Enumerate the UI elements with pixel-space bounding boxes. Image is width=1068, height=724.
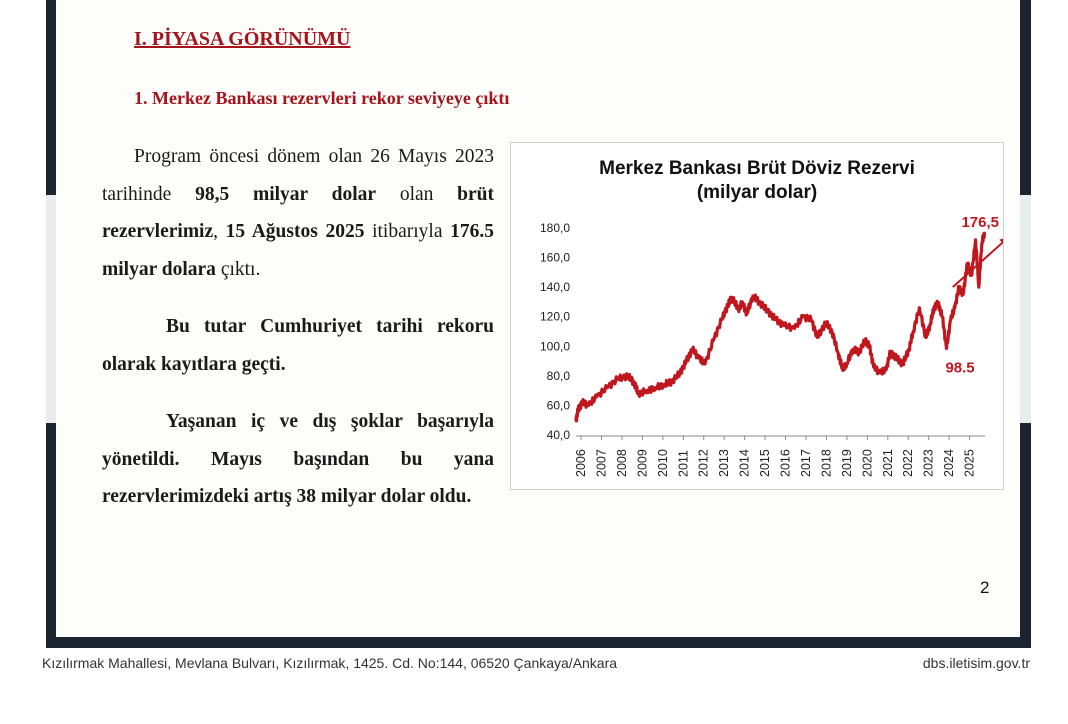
y-tick-label: 60,0 [547,398,571,412]
subsection-title: 1. Merkez Bankası rezervleri rekor seviy… [134,88,510,108]
x-tick-label: 2025 [963,449,977,477]
y-tick-label: 140,0 [540,280,570,294]
x-tick-label: 2009 [635,449,649,477]
footer-website[interactable]: dbs.iletisim.gov.tr [922,655,1030,671]
frame-left-bar-lower [46,423,56,648]
x-tick-label: 2022 [901,449,915,477]
x-tick-label: 2016 [779,449,793,477]
trend-arrow-head [999,238,1003,244]
y-tick-label: 180,0 [540,221,570,235]
frame-bottom-bar [46,637,1031,648]
y-tick-label: 120,0 [540,310,570,324]
page-number: 2 [980,578,990,597]
paragraph-run: , [213,221,226,242]
y-tick-label: 100,0 [540,339,570,353]
x-tick-label: 2017 [799,449,813,477]
x-tick-label: 2023 [922,449,936,477]
reserve-chart: Merkez Bankası Brüt Döviz Rezervi (milya… [510,142,1004,490]
y-tick-label: 160,0 [540,251,570,265]
paragraph-run: itibarıyla [364,221,451,242]
chart-plot: 40,0 60,0 80,0 100,0 120,0 140,0 160,0 180,0 200… [540,214,1003,477]
frame-right-bar-lower [1020,423,1031,648]
frame-left-gap [46,195,56,423]
section-title: I. PİYASA GÖRÜNÜMÜ [134,28,351,50]
chart-title: Merkez Bankası Brüt Döviz Rezervi [599,158,915,179]
x-tick-label: 2007 [594,449,608,477]
paragraph-run: çıktı. [215,258,261,280]
reserve-series-line [574,231,986,423]
paragraph-run: 98,5 milyar dolar [195,183,377,205]
x-tick-label: 2015 [758,449,772,477]
x-tick-label: 2024 [942,449,956,477]
trend-arrow-line [952,240,1003,288]
x-tick-label: 2013 [717,449,731,477]
x-tick-label: 2020 [860,449,874,477]
paragraph-run: Program öncesi dönem olan 26 Mayıs 2023 … [102,146,494,205]
paragraph-run: 176.5 milyar dolara [102,221,494,280]
frame-left-bar [46,0,56,195]
chart-title-block: Merkez Bankası Brüt Döviz Rezervi (milya… [511,157,1003,205]
paragraph-shocks: Yaşanan iç ve dış şoklar başarıyla yönet… [102,411,494,507]
chart-subtitle: (milyar dolar) [696,182,818,203]
x-tick-label: 2011 [676,450,690,477]
x-tick-label: 2006 [574,449,588,477]
x-tick-label: 2019 [840,449,854,477]
paragraph-run: brüt rezervlerimiz [102,183,494,243]
paragraph-run: 15 Ağustos 2025 [225,221,365,242]
paragraph-record: Bu tutar Cumhuriyet tarihi rekoru olarak… [102,316,494,375]
frame-right-gap [1020,195,1031,423]
paragraph-program: Program öncesi dönem olan 26 Mayıs 2023 … [102,138,494,288]
y-tick-label: 80,0 [547,369,571,383]
annotation-low: 98.5 [945,360,974,377]
x-tick-label: 2014 [738,449,752,477]
x-tick-label: 2010 [656,449,670,477]
x-tick-label: 2008 [615,449,629,477]
x-tick-label: 2012 [697,449,711,477]
annotation-latest: 176,5 [961,214,999,231]
x-tick-label: 2021 [881,449,895,477]
x-tick-label: 2018 [819,449,833,477]
paragraph-run: olan [376,183,458,205]
footer-address: Kızılırmak Mahallesi, Mevlana Bulvarı, K… [42,655,618,671]
frame-right-bar [1020,0,1031,195]
y-tick-label: 40,0 [547,428,571,442]
